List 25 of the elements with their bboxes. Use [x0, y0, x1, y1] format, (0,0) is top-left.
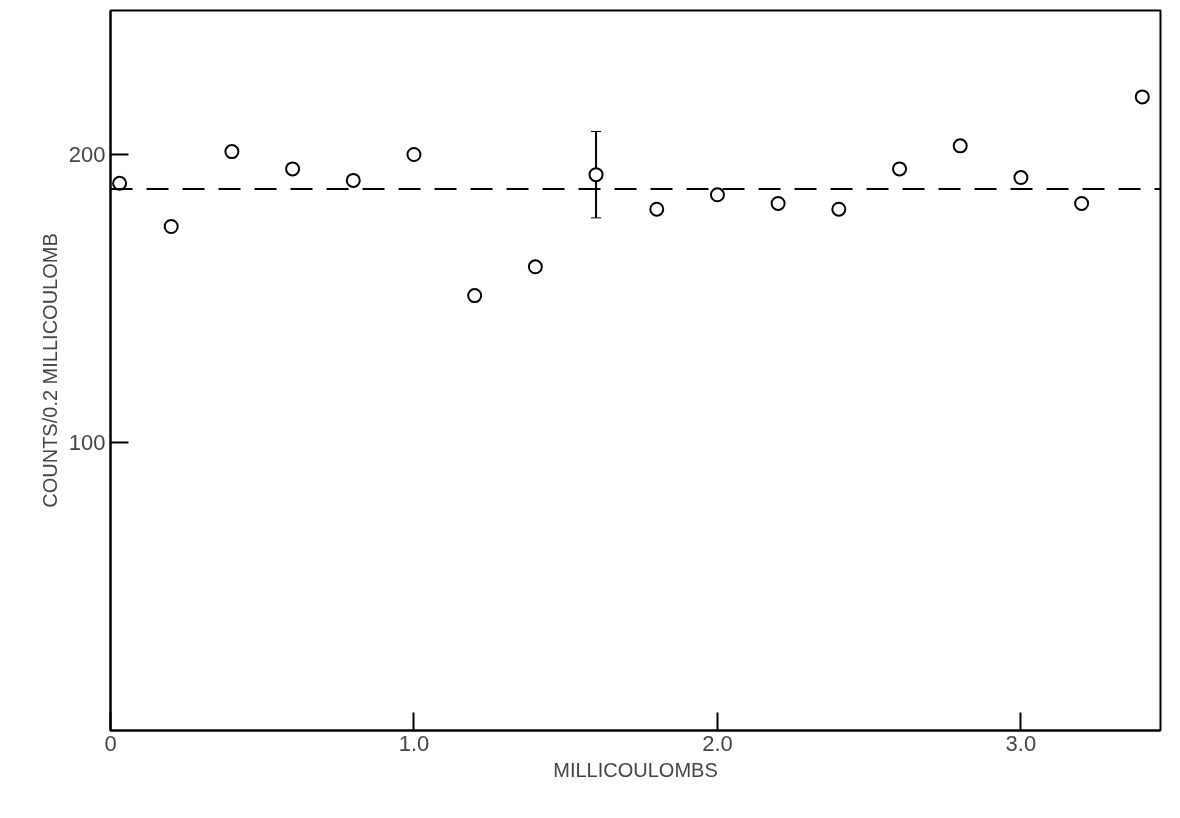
point — [709, 187, 725, 203]
point — [1074, 195, 1090, 211]
point — [1013, 170, 1029, 186]
point — [588, 167, 604, 183]
point — [406, 147, 422, 162]
point — [345, 172, 361, 188]
point — [163, 219, 179, 234]
x-tick-label: 1.0 — [398, 730, 430, 756]
point — [527, 259, 543, 275]
y-axis-title: COUNTS/0.2 MILLICOULOMB — [38, 233, 61, 508]
y-tick-label: 100 — [68, 430, 106, 455]
point — [285, 161, 301, 177]
point — [892, 161, 908, 177]
x-axis-title: MILLICOULOMBS — [553, 758, 718, 781]
x-tick-label: 2.0 — [702, 730, 733, 756]
point — [467, 288, 483, 304]
point — [224, 144, 240, 160]
y-tick-label: 200 — [68, 142, 106, 167]
point — [1134, 89, 1150, 105]
point — [770, 195, 786, 211]
point — [952, 138, 968, 154]
x-tick-label: 3.0 — [1005, 730, 1037, 756]
point — [831, 201, 847, 217]
point — [649, 201, 665, 217]
x-tick-label: 0 — [104, 730, 117, 756]
